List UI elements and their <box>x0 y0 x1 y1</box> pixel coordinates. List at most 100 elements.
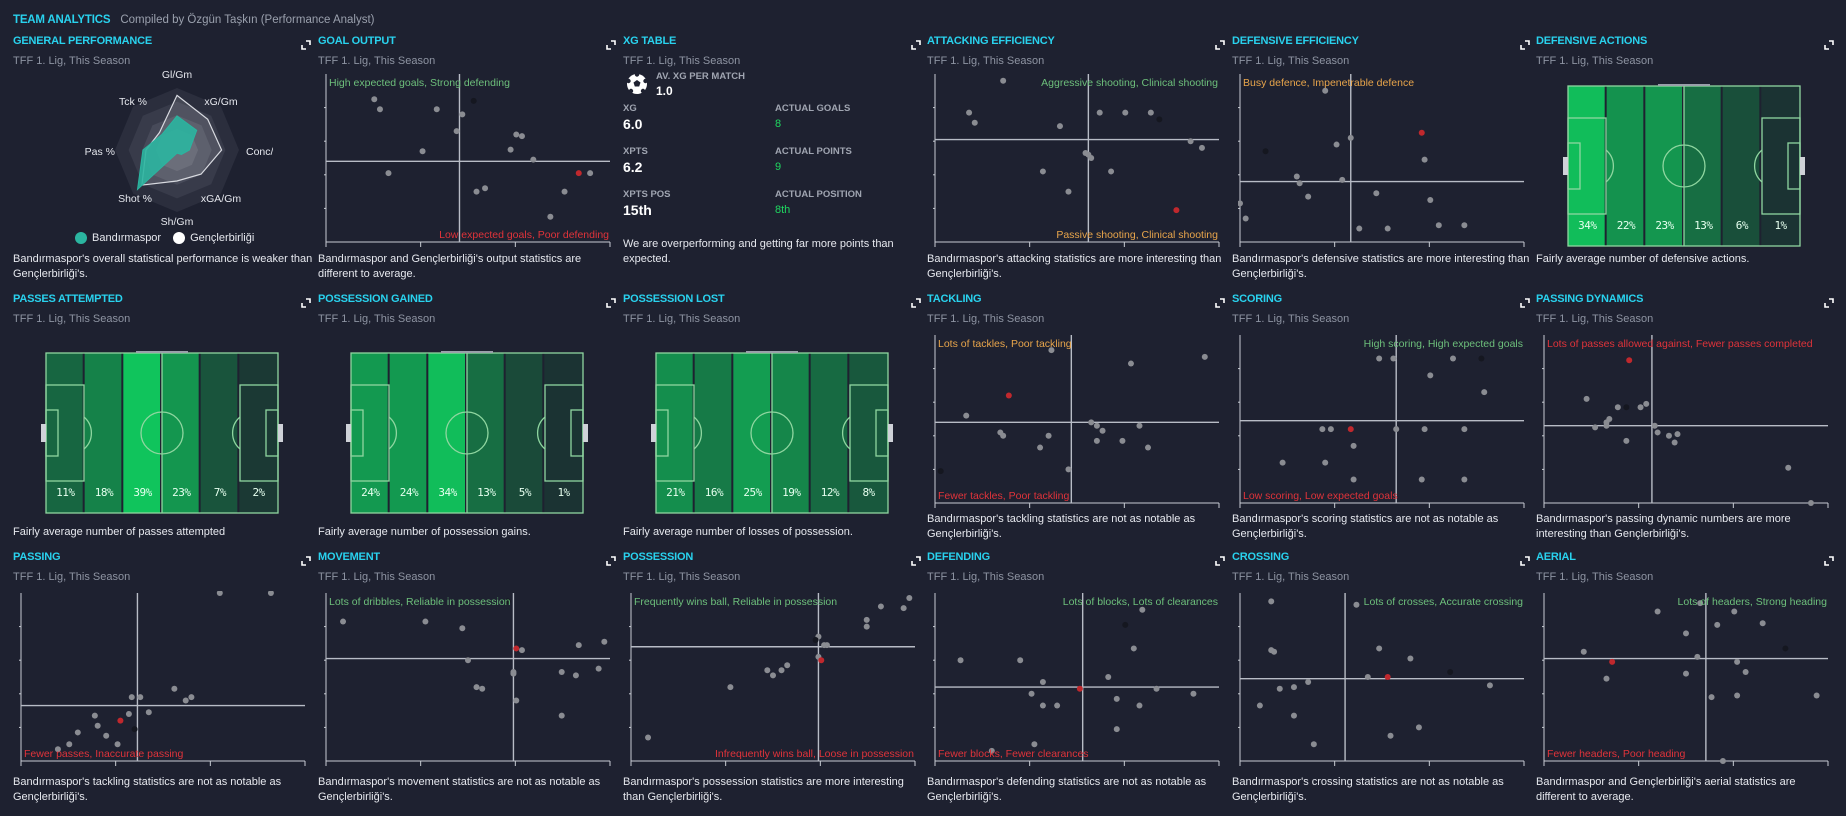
league-team-point <box>1418 476 1425 483</box>
card-subtitle: TFF 1. Lig, This Season <box>623 55 741 67</box>
expand-button[interactable] <box>911 556 921 566</box>
expand-icon <box>1520 40 1530 50</box>
quadrant-label-bottom: Fewer tackles, Poor tackling <box>938 490 1069 502</box>
expand-button[interactable] <box>911 298 921 308</box>
league-team-point <box>1580 648 1587 655</box>
league-team-point <box>1421 156 1428 163</box>
expand-button[interactable] <box>1215 298 1225 308</box>
expand-button[interactable] <box>606 556 616 566</box>
league-team-point <box>1435 222 1442 229</box>
expand-button[interactable] <box>1215 40 1225 50</box>
league-team-point <box>1415 724 1422 731</box>
expand-button[interactable] <box>1520 298 1530 308</box>
card-subtitle: TFF 1. Lig, This Season <box>1232 55 1350 67</box>
league-team-point <box>74 729 81 736</box>
xg-stat-label: XG <box>623 103 637 114</box>
expand-button[interactable] <box>1824 40 1834 50</box>
team-point <box>1005 392 1012 399</box>
expand-button[interactable] <box>1824 556 1834 566</box>
expand-button[interactable] <box>1215 556 1225 566</box>
card-subtitle: TFF 1. Lig, This Season <box>1232 571 1350 583</box>
league-team-point <box>1390 355 1397 362</box>
card-scoring: SCORING TFF 1. Lig, This Season Bandırmasp… <box>1232 293 1530 543</box>
penalty-arc-right <box>1753 149 1763 183</box>
card-title: GOAL OUTPUT <box>318 35 396 47</box>
pitch-zone <box>351 353 388 513</box>
expand-button[interactable] <box>301 298 311 308</box>
league-team-point <box>1350 476 1357 483</box>
league-team-point <box>510 670 517 677</box>
league-team-point <box>561 188 568 195</box>
league-team-point <box>1461 476 1468 483</box>
expand-icon <box>1520 298 1530 308</box>
opponent-point <box>1122 621 1129 628</box>
card-title: CROSSING <box>1232 551 1290 563</box>
league-team-point <box>1665 432 1672 439</box>
pitch-zone <box>200 353 238 513</box>
legend-dot-team <box>75 232 87 245</box>
expand-button[interactable] <box>301 40 311 50</box>
league-team-point <box>513 697 520 704</box>
team-point <box>1418 129 1425 136</box>
league-team-point <box>900 605 907 612</box>
expand-button[interactable] <box>301 556 311 566</box>
scatter-chart: Frequently wins ball, Reliable in posses… <box>629 591 919 766</box>
quadrant-label-bottom: Infrequently wins ball, Loose in possess… <box>715 748 914 760</box>
penalty-arc-left <box>1605 149 1615 183</box>
league-team-point <box>1242 215 1249 222</box>
card-subtitle: TFF 1. Lig, This Season <box>318 55 436 67</box>
scatter-chart: Aggressive shooting, Clinical shooting Pa… <box>933 72 1223 247</box>
card-subtitle: TFF 1. Lig, This Season <box>318 313 436 325</box>
league-team-point <box>1333 141 1340 148</box>
quadrant-label-top: Lots of blocks, Lots of clearances <box>1063 596 1218 608</box>
league-team-point <box>1031 741 1038 748</box>
zone-percentage: 24% <box>399 486 419 499</box>
expand-button[interactable] <box>1520 556 1530 566</box>
zone-percentage: 23% <box>1655 219 1674 232</box>
pitch-zone <box>46 353 83 513</box>
actual-stat-label: ACTUAL POSITION <box>775 189 862 200</box>
card-title: PASSING DYNAMICS <box>1536 293 1644 305</box>
league-team-point <box>1279 459 1286 466</box>
zone-percentage: 1% <box>557 486 570 499</box>
xg-stat-value: 15th <box>623 202 652 218</box>
team-point <box>1626 357 1633 364</box>
league-team-point <box>1056 123 1063 130</box>
league-team-point <box>1364 674 1371 680</box>
expand-button[interactable] <box>606 40 616 50</box>
league-team-point <box>1119 437 1126 444</box>
card-tackling: TACKLING TFF 1. Lig, This Season Bandırmas… <box>927 293 1225 543</box>
league-team-point <box>1139 606 1146 613</box>
radar-axis-label: Tck % <box>119 96 147 108</box>
league-team-point <box>1296 180 1303 187</box>
expand-button[interactable] <box>911 40 921 50</box>
pitch-zone <box>1568 86 1605 246</box>
card-description: Bandırmaspor's defensive statistics are … <box>1232 253 1530 280</box>
league-team-point <box>1603 422 1610 429</box>
zone-percentage: 12% <box>820 486 840 499</box>
league-team-point <box>518 647 525 654</box>
expand-button[interactable] <box>606 298 616 308</box>
legend-label: Gençlerbirliği <box>190 232 255 244</box>
league-team-point <box>1353 601 1360 608</box>
card-subtitle: TFF 1. Lig, This Season <box>13 571 131 583</box>
card-passing: PASSING TFF 1. Lig, This Season Bandırmasp… <box>13 551 311 803</box>
league-team-point <box>1000 77 1007 84</box>
expand-button[interactable] <box>1824 298 1834 308</box>
league-team-point <box>587 170 594 177</box>
card-title: AERIAL <box>1536 551 1576 563</box>
expand-icon <box>1215 556 1225 566</box>
league-team-point <box>473 684 480 691</box>
expand-icon <box>1215 40 1225 50</box>
league-team-point <box>906 595 913 602</box>
expand-button[interactable] <box>1520 40 1530 50</box>
opponent-point <box>1478 355 1485 362</box>
goal-right <box>583 424 588 442</box>
league-team-point <box>823 642 830 649</box>
quadrant-label-top: Lots of tackles, Poor tackling <box>938 338 1072 350</box>
radar-axis-label: Gl/Gm <box>162 69 193 81</box>
radar-axis-label: xG/Gm <box>204 96 238 108</box>
league-team-point <box>518 133 525 140</box>
card-goal-output: GOAL OUTPUT TFF 1. Lig, This Season Bandır… <box>318 35 616 285</box>
card-description: Bandırmaspor's crossing statistics are n… <box>1232 776 1504 803</box>
